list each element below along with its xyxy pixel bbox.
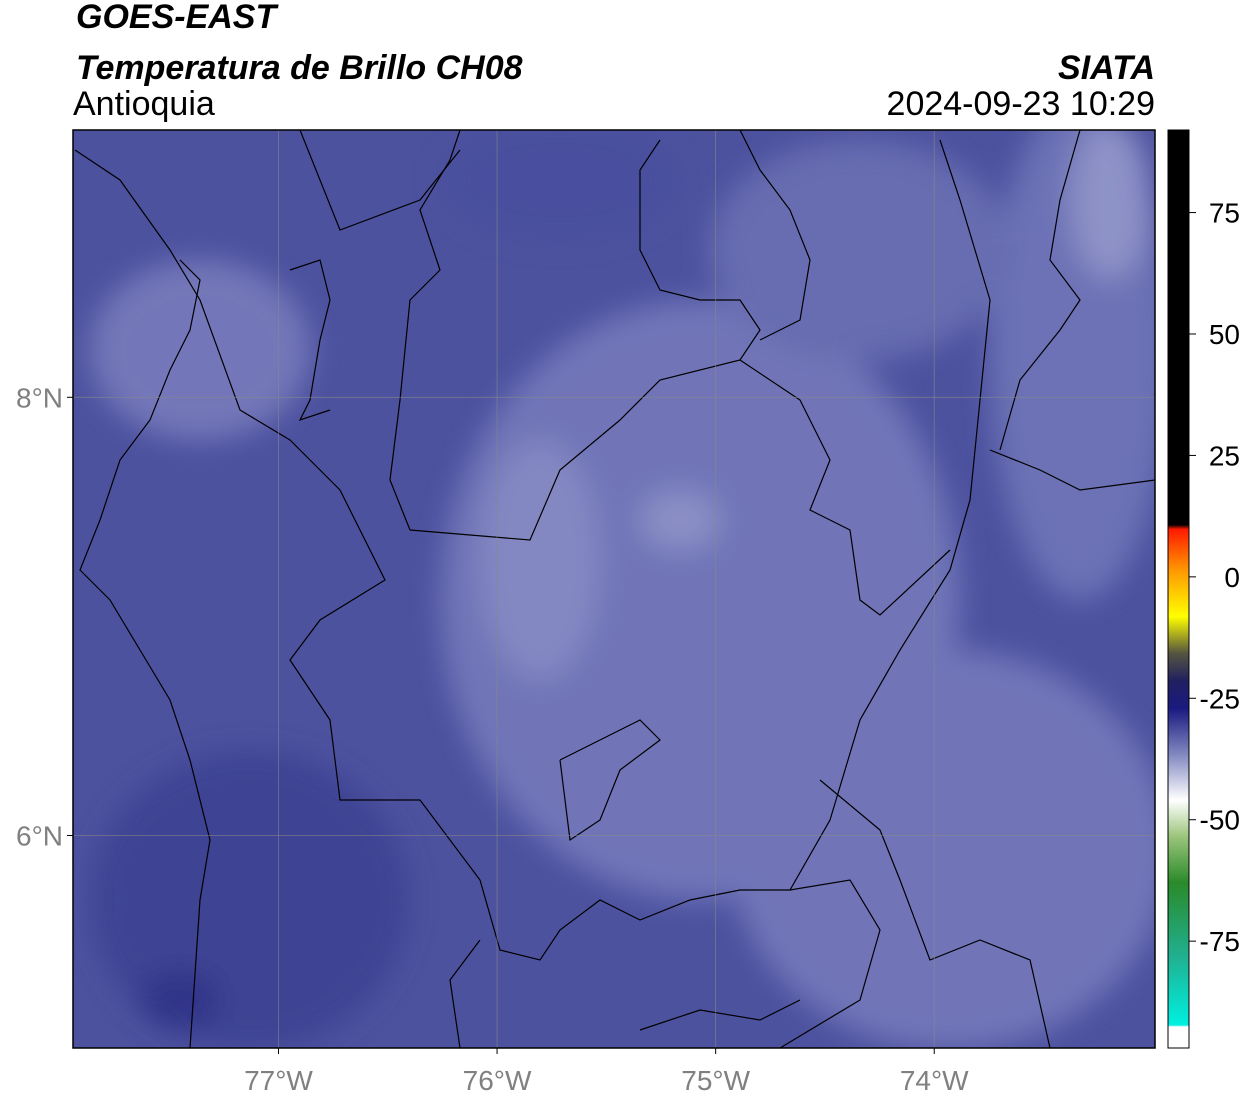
source: SIATA	[1058, 49, 1155, 87]
y-tick-label: 6°N	[16, 820, 63, 851]
colorbar	[1167, 129, 1190, 1049]
datetime: 2024-09-23 10:29	[887, 85, 1155, 123]
colorbar-tick-label: 25	[1209, 440, 1240, 471]
colorbar-tick-label: 75	[1209, 198, 1240, 229]
x-tick-label: 77°W	[244, 1065, 313, 1096]
colorbar-tick-label: 0	[1224, 562, 1240, 593]
y-tick-label: 8°N	[16, 382, 63, 413]
map-frame	[72, 129, 1156, 1049]
colorbar-tick-label: -25	[1200, 683, 1240, 714]
title: GOES-EAST	[76, 0, 279, 36]
region: Antioquia	[73, 85, 215, 123]
x-tick-label: 76°W	[463, 1065, 532, 1096]
map-image	[73, 130, 1155, 1048]
colorbar-tick-label: -75	[1200, 926, 1240, 957]
colorbar-tick-label: 50	[1209, 319, 1240, 350]
x-tick-label: 75°W	[681, 1065, 750, 1096]
subtitle: Temperatura de Brillo CH08	[76, 49, 523, 87]
x-tick-label: 74°W	[900, 1065, 969, 1096]
colorbar-tick-label: -50	[1200, 805, 1240, 836]
